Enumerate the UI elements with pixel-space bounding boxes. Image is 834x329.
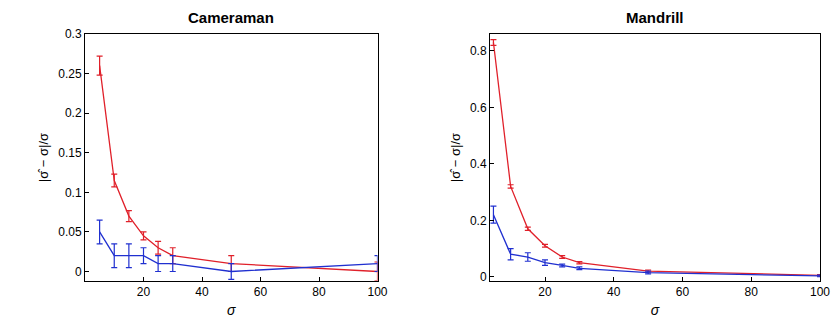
svg-text:100: 100 [810, 285, 830, 299]
svg-text:0.8: 0.8 [470, 44, 487, 58]
svg-text:0.4: 0.4 [470, 157, 487, 171]
svg-text:0.3: 0.3 [65, 27, 82, 41]
svg-text:80: 80 [745, 285, 759, 299]
svg-text:0.2: 0.2 [470, 214, 487, 228]
svg-text:0.1: 0.1 [65, 186, 82, 200]
svg-text:80: 80 [312, 285, 326, 299]
svg-text:20: 20 [538, 285, 552, 299]
svg-text:60: 60 [676, 285, 690, 299]
svg-text:|σ̂ − σ|/σ: |σ̂ − σ|/σ [448, 133, 463, 182]
svg-text:|σ̂ − σ|/σ: |σ̂ − σ|/σ [36, 133, 51, 182]
svg-text:Cameraman: Cameraman [188, 9, 274, 26]
svg-text:40: 40 [195, 285, 209, 299]
svg-text:Mandrill: Mandrill [626, 9, 684, 26]
svg-text:0.05: 0.05 [58, 225, 82, 239]
svg-text:0.25: 0.25 [58, 67, 82, 81]
svg-text:40: 40 [607, 285, 621, 299]
svg-text:0: 0 [75, 265, 82, 279]
svg-text:100: 100 [367, 285, 387, 299]
svg-text:60: 60 [254, 285, 268, 299]
svg-text:σ: σ [227, 302, 236, 318]
svg-text:0: 0 [480, 270, 487, 284]
svg-text:0.15: 0.15 [58, 146, 82, 160]
svg-text:0.6: 0.6 [470, 101, 487, 115]
svg-text:0.2: 0.2 [65, 106, 82, 120]
svg-text:20: 20 [137, 285, 151, 299]
svg-text:σ: σ [651, 302, 660, 318]
